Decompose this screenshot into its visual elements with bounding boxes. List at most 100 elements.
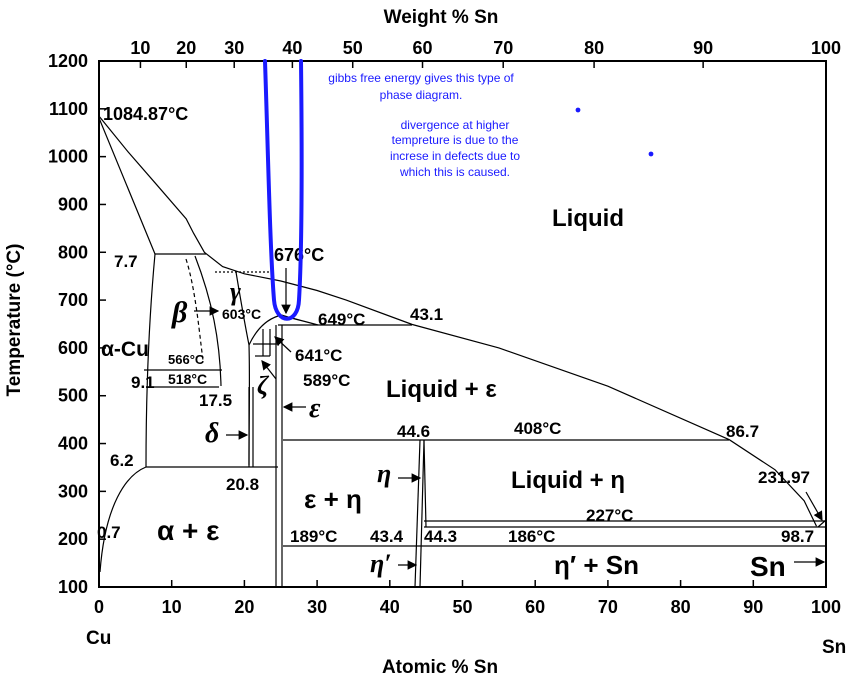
- label-alpha-eps: α + ε: [157, 515, 219, 546]
- label-518: 518°C: [168, 371, 207, 387]
- annotation-dot: [648, 151, 654, 157]
- label-eta-prime: η′: [370, 549, 392, 578]
- label-eps-eta: ε + η: [304, 484, 362, 514]
- bottom-axis-title: Atomic % Sn: [382, 657, 498, 678]
- note-line: phase diagram.: [380, 88, 463, 102]
- top-tick-label: 60: [412, 38, 432, 58]
- label-227: 227°C: [586, 506, 633, 525]
- y-tick-label: 100: [58, 577, 88, 597]
- region-labels: 1084.87°C 676°C Liquid 7.7 β γ 603°C 649…: [97, 104, 814, 582]
- top-tick-label: 20: [176, 38, 196, 58]
- y-tick-label: 1000: [48, 147, 88, 167]
- label-alpha-cu: α-Cu: [101, 338, 149, 361]
- note-line: divergence at higher: [401, 118, 510, 132]
- label-649: 649°C: [318, 310, 365, 329]
- annotation-dot: [575, 107, 581, 113]
- top-tick-label: 100: [811, 38, 841, 58]
- top-tick-label: 40: [282, 38, 302, 58]
- x-ticks-top: 10 20 30 40 50 60 70 80 90 100: [130, 38, 841, 68]
- label-liquid: Liquid: [552, 205, 624, 232]
- label-189: 189°C: [290, 527, 337, 546]
- top-tick-label: 90: [693, 38, 713, 58]
- label-sn: Sn: [750, 551, 786, 582]
- y-tick-label: 1100: [49, 99, 88, 119]
- top-tick-label: 80: [584, 38, 604, 58]
- y-tick-label: 500: [58, 386, 88, 406]
- x-tick-label: 20: [234, 597, 254, 617]
- label-43-1: 43.1: [410, 305, 443, 324]
- label-44-3: 44.3: [424, 527, 457, 546]
- note-line: tempreture is due to the: [392, 133, 519, 147]
- top-tick-label: 70: [493, 38, 513, 58]
- top-tick-label: 10: [130, 38, 150, 58]
- sn-side: [817, 519, 827, 528]
- x-tick-label: 60: [525, 597, 545, 617]
- gamma-top: [248, 315, 279, 346]
- eta-right-upper: [423, 439, 427, 528]
- label-beta: β: [171, 296, 188, 329]
- beta-boundary-right: [194, 255, 222, 387]
- note-line: gibbs free energy gives this type of: [328, 71, 514, 85]
- x-tick-label: 30: [307, 597, 327, 617]
- x-tick-label: 80: [671, 597, 691, 617]
- left-end-label: Cu: [86, 628, 111, 649]
- label-9-1: 9.1: [131, 373, 155, 392]
- label-231-97: 231.97: [758, 468, 810, 487]
- label-43-4: 43.4: [370, 527, 404, 546]
- y-tick-label: 600: [58, 338, 88, 358]
- gibbs-u-curve: [263, 59, 304, 321]
- y-ticks: 100 200 300 400 500 600 700 800 900 1000 1100 1200: [48, 51, 106, 597]
- pointer-arrows: [194, 268, 826, 570]
- y-tick-label: 900: [58, 194, 88, 214]
- y-tick-label: 300: [58, 481, 88, 501]
- label-641: 641°C: [295, 346, 342, 365]
- label-cu-melt: 1084.87°C: [103, 104, 188, 124]
- label-zeta: ζ: [257, 371, 270, 400]
- x-tick-label: 0: [94, 597, 104, 617]
- label-589: 589°C: [303, 371, 350, 390]
- label-44-6: 44.6: [397, 422, 430, 441]
- x-tick-label: 70: [598, 597, 618, 617]
- label-eta-prime-sn: η′ + Sn: [554, 550, 639, 580]
- label-186: 186°C: [508, 527, 555, 546]
- y-tick-label: 200: [58, 529, 88, 549]
- label-86-7: 86.7: [726, 422, 759, 441]
- label-0-7: 0.7: [97, 523, 121, 542]
- label-17-5: 17.5: [199, 391, 232, 410]
- y-axis-title: Temperature (°C): [4, 244, 25, 397]
- alpha-lower-solvus: [99, 466, 147, 573]
- y-tick-label: 1200: [48, 51, 88, 71]
- alpha-solvus: [145, 253, 156, 468]
- beta-dashed: [185, 258, 204, 361]
- label-98-7: 98.7: [781, 527, 814, 546]
- y-tick-label: 400: [58, 434, 88, 454]
- x-tick-label: 100: [811, 597, 841, 617]
- y-tick-label: 700: [58, 290, 88, 310]
- x-ticks-bottom: 0 10 20 30 40 50 60 70 80 90 100: [94, 580, 841, 617]
- alpha-solidus: [98, 117, 156, 255]
- label-408: 408°C: [514, 419, 561, 438]
- label-20-8: 20.8: [226, 475, 259, 494]
- x-tick-label: 10: [162, 597, 182, 617]
- label-6-2: 6.2: [110, 451, 134, 470]
- label-eta: η: [377, 459, 391, 488]
- label-gamma: γ: [230, 277, 241, 306]
- label-566: 566°C: [168, 352, 205, 367]
- note-line: increse in defects due to: [390, 149, 520, 163]
- right-end-label: Sn: [822, 637, 846, 658]
- x-tick-label: 90: [743, 597, 763, 617]
- top-tick-label: 50: [343, 38, 363, 58]
- top-tick-label: 30: [224, 38, 244, 58]
- label-liquid-eta: Liquid + η: [511, 467, 625, 494]
- label-epsilon: ε: [309, 393, 321, 424]
- note-line: which this is caused.: [399, 165, 510, 179]
- label-7-7: 7.7: [114, 252, 138, 271]
- y-tick-label: 800: [58, 242, 88, 262]
- x-tick-label: 40: [380, 597, 400, 617]
- label-603: 603°C: [222, 306, 261, 322]
- handwritten-annotation: gibbs free energy gives this type of pha…: [263, 59, 654, 321]
- x-tick-label: 50: [452, 597, 472, 617]
- label-liquid-eps: Liquid + ε: [386, 376, 497, 403]
- eta-right: [419, 439, 425, 588]
